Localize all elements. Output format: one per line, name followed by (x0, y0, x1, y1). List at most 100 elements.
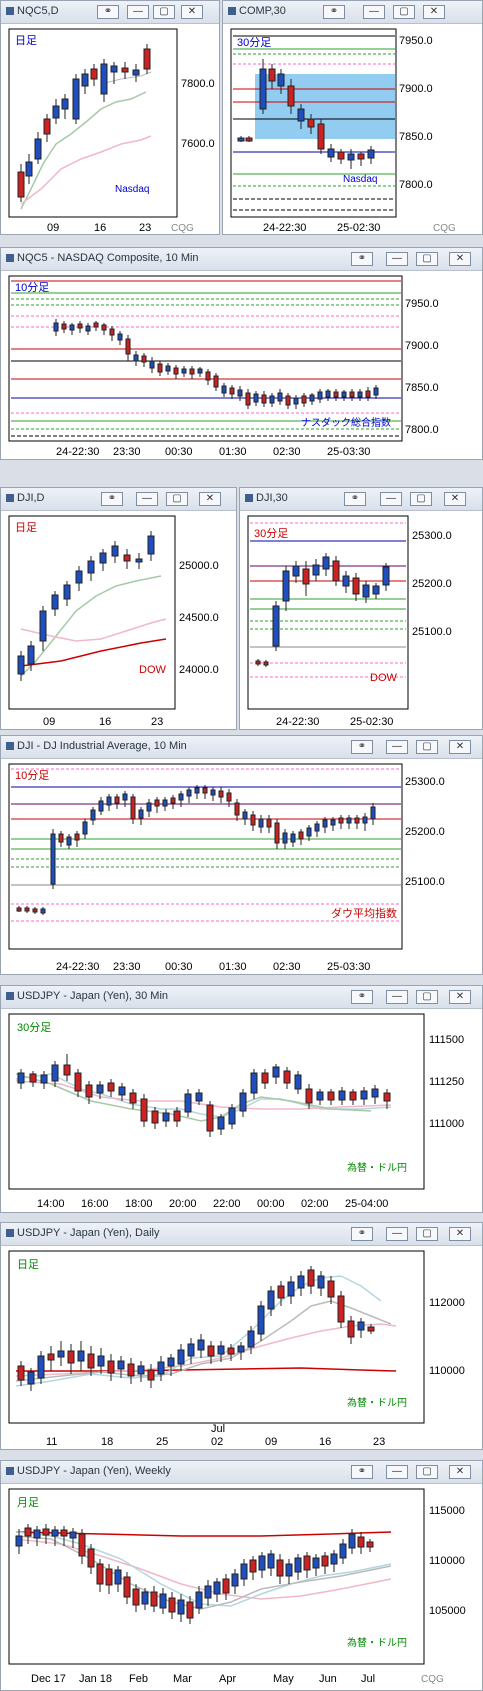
maximize-button[interactable]: ▢ (416, 990, 438, 1004)
y-label: 110000 (429, 1555, 465, 1567)
chart-canvas[interactable]: 日足 25000.0 24500.0 24000.0 DOW (1, 511, 236, 729)
chart-window-comp-30min[interactable]: COMP,30 ⚭ — ▢ ✕ 30分足 (222, 0, 483, 235)
link-button[interactable]: ⚭ (351, 1465, 373, 1479)
chart-window-nqc5-daily[interactable]: NQC5,D ⚭ — ▢ ✕ 日足 (0, 0, 220, 235)
link-button[interactable]: ⚭ (97, 5, 119, 19)
minimize-button[interactable]: — (386, 1227, 408, 1241)
link-button[interactable]: ⚭ (344, 492, 366, 506)
window-titlebar[interactable]: USDJPY - Japan (Yen), Weekly ⚭ — ▢ ✕ (1, 1461, 482, 1484)
cqg-logo: CQG (421, 1674, 444, 1685)
app-icon (6, 1467, 14, 1475)
close-button[interactable]: ✕ (444, 492, 466, 506)
minimize-button[interactable]: — (386, 1465, 408, 1479)
y-label: 25200.0 (412, 578, 452, 590)
link-button[interactable]: ⚭ (351, 252, 373, 266)
timeframe-tag: 日足 (17, 1259, 39, 1271)
maximize-button[interactable]: ▢ (416, 1227, 438, 1241)
chart-window-dji-daily[interactable]: DJI,D ⚭ — ▢ ✕ 日足 (0, 487, 237, 730)
link-button[interactable]: ⚭ (351, 990, 373, 1004)
chart-body[interactable]: 日足 25000.0 24500.0 24000.0 DOW (1, 511, 236, 729)
chart-body[interactable]: 日足 7800.0 760 (1, 24, 219, 234)
x-label: 23 (373, 1436, 385, 1448)
x-label: 18:00 (125, 1198, 153, 1210)
close-button[interactable]: ✕ (449, 252, 471, 266)
chart-body[interactable]: 日足 (1, 1246, 482, 1449)
instrument-label: 為替・ドル円 (347, 1396, 407, 1409)
instrument-label: 為替・ドル円 (347, 1636, 407, 1649)
chart-window-dji-10min[interactable]: DJI - DJ Industrial Average, 10 Min ⚭ — … (0, 735, 483, 975)
maximize-button[interactable]: ▢ (416, 740, 438, 754)
minimize-button[interactable]: — (386, 740, 408, 754)
close-button[interactable]: ✕ (449, 1465, 471, 1479)
window-titlebar[interactable]: DJI,30 ⚭ — ▢ ✕ (240, 488, 482, 511)
close-button[interactable]: ✕ (449, 1227, 471, 1241)
window-title: NQC5,D (17, 5, 59, 17)
app-icon (6, 742, 14, 750)
x-label: Mar (173, 1673, 192, 1685)
chart-canvas[interactable]: 日足 (1, 1246, 482, 1449)
close-button[interactable]: ✕ (199, 492, 221, 506)
minimize-button[interactable]: — (386, 252, 408, 266)
minimize-button[interactable]: — (380, 492, 402, 506)
minimize-button[interactable]: — (127, 5, 149, 19)
link-button[interactable]: ⚭ (351, 740, 373, 754)
x-label: 25-04:00 (345, 1198, 388, 1210)
maximize-button[interactable]: ▢ (393, 5, 415, 19)
maximize-button[interactable]: ▢ (410, 492, 432, 506)
y-label: 111250 (429, 1076, 464, 1088)
chart-window-usdjpy-daily[interactable]: USDJPY - Japan (Yen), Daily ⚭ — ▢ ✕ 日足 (0, 1222, 483, 1450)
window-titlebar[interactable]: COMP,30 ⚭ — ▢ ✕ (223, 1, 482, 24)
minimize-button[interactable]: — (136, 492, 158, 506)
chart-body[interactable]: 30分足 (1, 1009, 482, 1212)
chart-window-dji-30min[interactable]: DJI,30 ⚭ — ▢ ✕ 30分足 (239, 487, 483, 730)
link-button[interactable]: ⚭ (101, 492, 123, 506)
x-label: 23:30 (113, 446, 141, 458)
window-titlebar[interactable]: USDJPY - Japan (Yen), 30 Min ⚭ — ▢ ✕ (1, 986, 482, 1009)
chart-window-usdjpy-30min[interactable]: USDJPY - Japan (Yen), 30 Min ⚭ — ▢ ✕ 30分… (0, 985, 483, 1213)
chart-body[interactable]: 10分足 (1, 271, 482, 459)
x-label: 18 (101, 1436, 113, 1448)
chart-canvas[interactable]: 月足 (1, 1484, 482, 1690)
window-titlebar[interactable]: NQC5 - NASDAQ Composite, 10 Min ⚭ — ▢ ✕ (1, 248, 482, 271)
chart-body[interactable]: 月足 (1, 1484, 482, 1690)
maximize-button[interactable]: ▢ (153, 5, 175, 19)
window-titlebar[interactable]: NQC5,D ⚭ — ▢ ✕ (1, 1, 219, 24)
maximize-button[interactable]: ▢ (166, 492, 188, 506)
chart-canvas[interactable]: 10分足 (1, 759, 482, 974)
x-label: 01:30 (219, 446, 247, 458)
x-label: 25-02:30 (337, 222, 380, 234)
close-button[interactable]: ✕ (181, 5, 203, 19)
window-titlebar[interactable]: DJI,D ⚭ — ▢ ✕ (1, 488, 236, 511)
x-label: 25-02:30 (350, 716, 393, 728)
window-titlebar[interactable]: USDJPY - Japan (Yen), Daily ⚭ — ▢ ✕ (1, 1223, 482, 1246)
chart-canvas[interactable]: 30分足 7950.0 7900.0 7850.0 7800.0 (223, 24, 482, 234)
close-button[interactable]: ✕ (449, 990, 471, 1004)
close-button[interactable]: ✕ (423, 5, 445, 19)
window-titlebar[interactable]: DJI - DJ Industrial Average, 10 Min ⚭ — … (1, 736, 482, 759)
window-title: NQC5 - NASDAQ Composite, 10 Min (17, 252, 199, 264)
link-button[interactable]: ⚭ (351, 1227, 373, 1241)
close-button[interactable]: ✕ (449, 740, 471, 754)
link-button[interactable]: ⚭ (323, 5, 345, 19)
chart-body[interactable]: 30分足 7950.0 7900.0 7850.0 7800.0 (223, 24, 482, 234)
y-label: 24500.0 (179, 612, 219, 624)
maximize-button[interactable]: ▢ (416, 1465, 438, 1479)
maximize-button[interactable]: ▢ (416, 252, 438, 266)
chart-canvas[interactable]: 日足 7800.0 760 (1, 24, 219, 234)
y-label: 7950.0 (405, 298, 439, 310)
window-title: USDJPY - Japan (Yen), 30 Min (17, 990, 169, 1002)
chart-canvas[interactable]: 10分足 (1, 271, 482, 459)
chart-window-usdjpy-weekly[interactable]: USDJPY - Japan (Yen), Weekly ⚭ — ▢ ✕ 月足 (0, 1460, 483, 1691)
timeframe-tag: 30分足 (237, 36, 271, 49)
minimize-button[interactable]: — (386, 990, 408, 1004)
y-label: 7600.0 (181, 138, 215, 150)
chart-body[interactable]: 30分足 25300.0 25200.0 25100.0 DOW (240, 511, 482, 729)
y-label: 25000.0 (179, 560, 219, 572)
chart-window-nqc5-10min[interactable]: NQC5 - NASDAQ Composite, 10 Min ⚭ — ▢ ✕ (0, 247, 483, 460)
chart-body[interactable]: 10分足 (1, 759, 482, 974)
chart-canvas[interactable]: 30分足 25300.0 25200.0 25100.0 DOW (240, 511, 482, 729)
minimize-button[interactable]: — (363, 5, 385, 19)
x-label: 00:30 (165, 446, 193, 458)
chart-canvas[interactable]: 30分足 (1, 1009, 482, 1212)
x-label: 25-03:30 (327, 446, 370, 458)
